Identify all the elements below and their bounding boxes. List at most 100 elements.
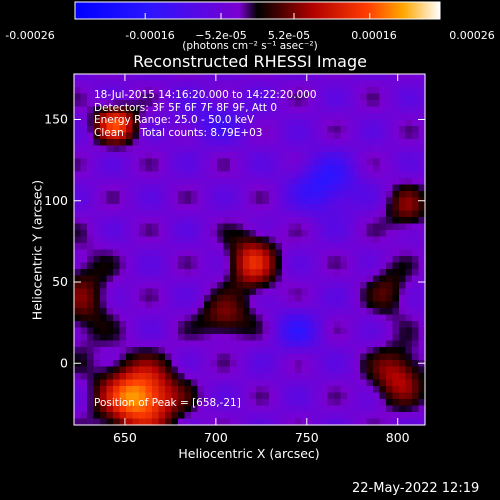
heatmap-cell: [223, 223, 231, 231]
heatmap-cell: [197, 379, 205, 387]
heatmap-cell: [295, 126, 303, 134]
heatmap-cell: [262, 256, 270, 264]
heatmap-cell: [327, 262, 335, 270]
heatmap-cell: [74, 152, 82, 160]
heatmap-cell: [269, 295, 277, 303]
heatmap-cell: [288, 178, 296, 186]
heatmap-cell: [373, 113, 381, 121]
heatmap-cell: [392, 243, 400, 251]
heatmap-cell: [197, 392, 205, 400]
heatmap-cell: [113, 87, 121, 95]
heatmap-cell: [223, 249, 231, 257]
heatmap-cell: [269, 204, 277, 212]
heatmap-cell: [340, 132, 348, 140]
heatmap-cell: [80, 87, 88, 95]
heatmap-cell: [327, 145, 335, 153]
heatmap-cell: [74, 236, 82, 244]
heatmap-cell: [392, 347, 400, 355]
heatmap-cell: [145, 275, 153, 283]
heatmap-cell: [74, 165, 82, 173]
heatmap-cell: [269, 106, 277, 114]
heatmap-cell: [145, 418, 153, 426]
heatmap-cell: [373, 197, 381, 205]
heatmap-cell: [191, 399, 199, 407]
heatmap-cell: [249, 334, 257, 342]
heatmap-cell: [100, 87, 108, 95]
heatmap-cell: [236, 171, 244, 179]
heatmap-cell: [139, 243, 147, 251]
heatmap-cell: [340, 295, 348, 303]
heatmap-cell: [314, 249, 322, 257]
heatmap-cell: [119, 269, 127, 277]
heatmap-cell: [178, 106, 186, 114]
heatmap-cell: [379, 379, 387, 387]
heatmap-cell: [106, 113, 114, 121]
heatmap-cell: [269, 217, 277, 225]
heatmap-cell: [74, 275, 82, 283]
heatmap-cell: [340, 314, 348, 322]
heatmap-cell: [386, 100, 394, 108]
heatmap-cell: [100, 399, 108, 407]
heatmap-cell: [145, 392, 153, 400]
heatmap-cell: [119, 74, 127, 82]
heatmap-cell: [412, 178, 420, 186]
heatmap-cell: [87, 80, 95, 88]
heatmap-cell: [236, 373, 244, 381]
heatmap-cell: [100, 295, 108, 303]
heatmap-cell: [145, 217, 153, 225]
heatmap-cell: [353, 295, 361, 303]
heatmap-cell: [191, 119, 199, 127]
heatmap-cell: [236, 295, 244, 303]
heatmap-cell: [327, 126, 335, 134]
heatmap-cell: [74, 418, 82, 426]
heatmap-cell: [204, 106, 212, 114]
heatmap-cell: [106, 210, 114, 218]
heatmap-cell: [327, 379, 335, 387]
heatmap-cell: [412, 74, 420, 82]
heatmap-cell: [236, 191, 244, 199]
heatmap-cell: [184, 314, 192, 322]
heatmap-cell: [132, 230, 140, 238]
heatmap-cell: [405, 139, 413, 147]
heatmap-cell: [93, 366, 101, 374]
heatmap-cell: [223, 178, 231, 186]
heatmap-cell: [288, 399, 296, 407]
heatmap-cell: [392, 158, 400, 166]
heatmap-cell: [295, 256, 303, 264]
heatmap-cell: [275, 197, 283, 205]
heatmap-cell: [152, 399, 160, 407]
heatmap-cell: [269, 418, 277, 426]
heatmap-cell: [379, 113, 387, 121]
heatmap-cell: [321, 314, 329, 322]
heatmap-cell: [386, 353, 394, 361]
heatmap-cell: [113, 165, 121, 173]
heatmap-cell: [119, 113, 127, 121]
heatmap-cell: [269, 340, 277, 348]
heatmap-cell: [100, 249, 108, 257]
heatmap-cell: [269, 210, 277, 218]
heatmap-cell: [171, 204, 179, 212]
heatmap-cell: [366, 236, 374, 244]
heatmap-cell: [262, 288, 270, 296]
heatmap-cell: [223, 301, 231, 309]
heatmap-cell: [327, 418, 335, 426]
heatmap-cell: [184, 204, 192, 212]
heatmap-cell: [230, 366, 238, 374]
heatmap-cell: [236, 243, 244, 251]
heatmap-cell: [171, 392, 179, 400]
heatmap-cell: [145, 165, 153, 173]
heatmap-cell: [93, 126, 101, 134]
heatmap-cell: [178, 373, 186, 381]
heatmap-cell: [360, 93, 368, 101]
heatmap-cell: [418, 366, 426, 374]
heatmap-cell: [347, 340, 355, 348]
x-tick-label: 800: [386, 430, 410, 445]
heatmap-cell: [184, 158, 192, 166]
heatmap-cell: [87, 412, 95, 420]
heatmap-cell: [262, 327, 270, 335]
heatmap-cell: [210, 249, 218, 257]
heatmap-cell: [347, 288, 355, 296]
heatmap-cell: [327, 113, 335, 121]
heatmap-cell: [236, 132, 244, 140]
heatmap-cell: [386, 399, 394, 407]
